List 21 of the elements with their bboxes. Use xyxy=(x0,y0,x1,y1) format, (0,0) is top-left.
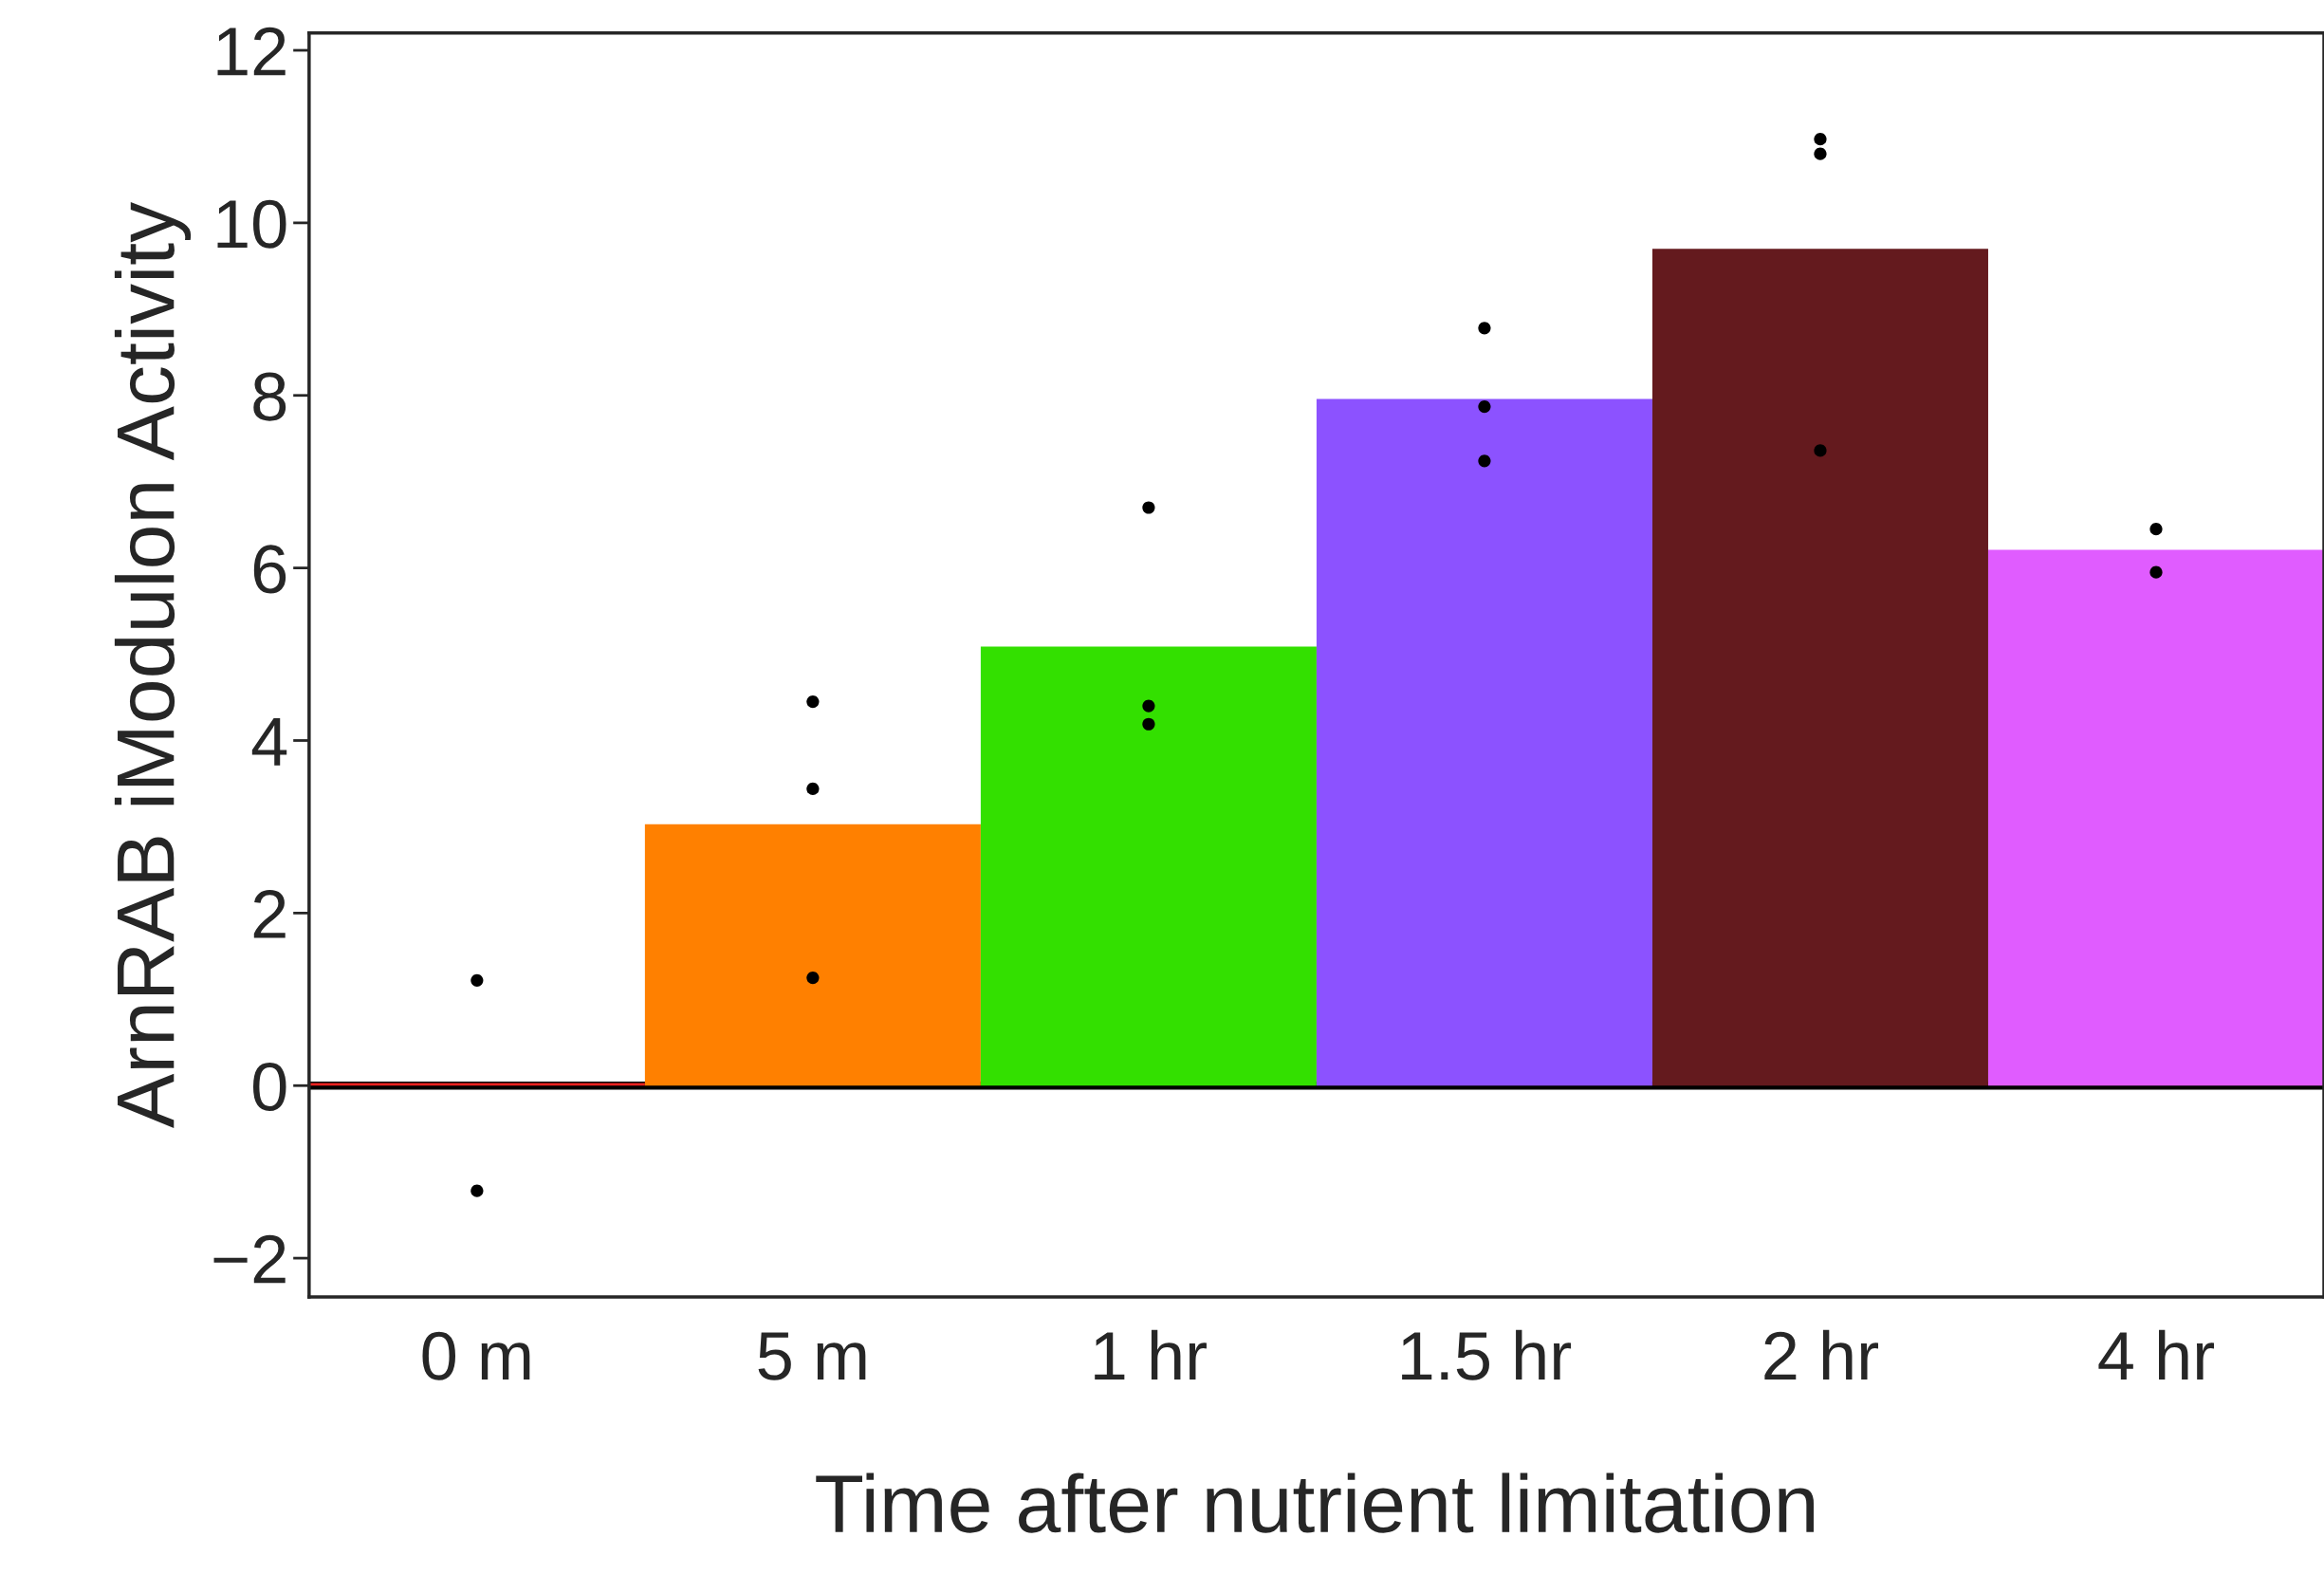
bar xyxy=(980,646,1317,1086)
y-tick-label: 6 xyxy=(253,545,286,594)
x-tick-label: 5 m xyxy=(758,1332,866,1380)
y-tick-label: 8 xyxy=(253,372,286,421)
y-tick-label: 4 xyxy=(251,717,287,766)
y-tick-label: 0 xyxy=(252,1062,286,1112)
y-tick-label: 12 xyxy=(217,27,286,76)
y-axis-title: ArnRAB iModulon Activity xyxy=(114,201,192,1128)
bar xyxy=(644,824,981,1086)
bar xyxy=(1316,398,1652,1086)
y-tick-label: 10 xyxy=(217,199,286,249)
y-tick-label: 2 xyxy=(253,890,286,938)
x-axis-title: Time after nutrient limitation xyxy=(816,1472,1814,1533)
x-tick-label: 2 hr xyxy=(1764,1329,1878,1380)
x-tick-label: 1.5 hr xyxy=(1402,1329,1572,1380)
bar xyxy=(1987,549,2324,1086)
bar xyxy=(1651,249,1988,1086)
x-tick-label: 1 hr xyxy=(1095,1329,1207,1380)
y-tick-label: −2 xyxy=(213,1234,286,1284)
x-tick-label: 4 hr xyxy=(2098,1329,2215,1380)
x-tick-label: 0 m xyxy=(422,1331,530,1380)
